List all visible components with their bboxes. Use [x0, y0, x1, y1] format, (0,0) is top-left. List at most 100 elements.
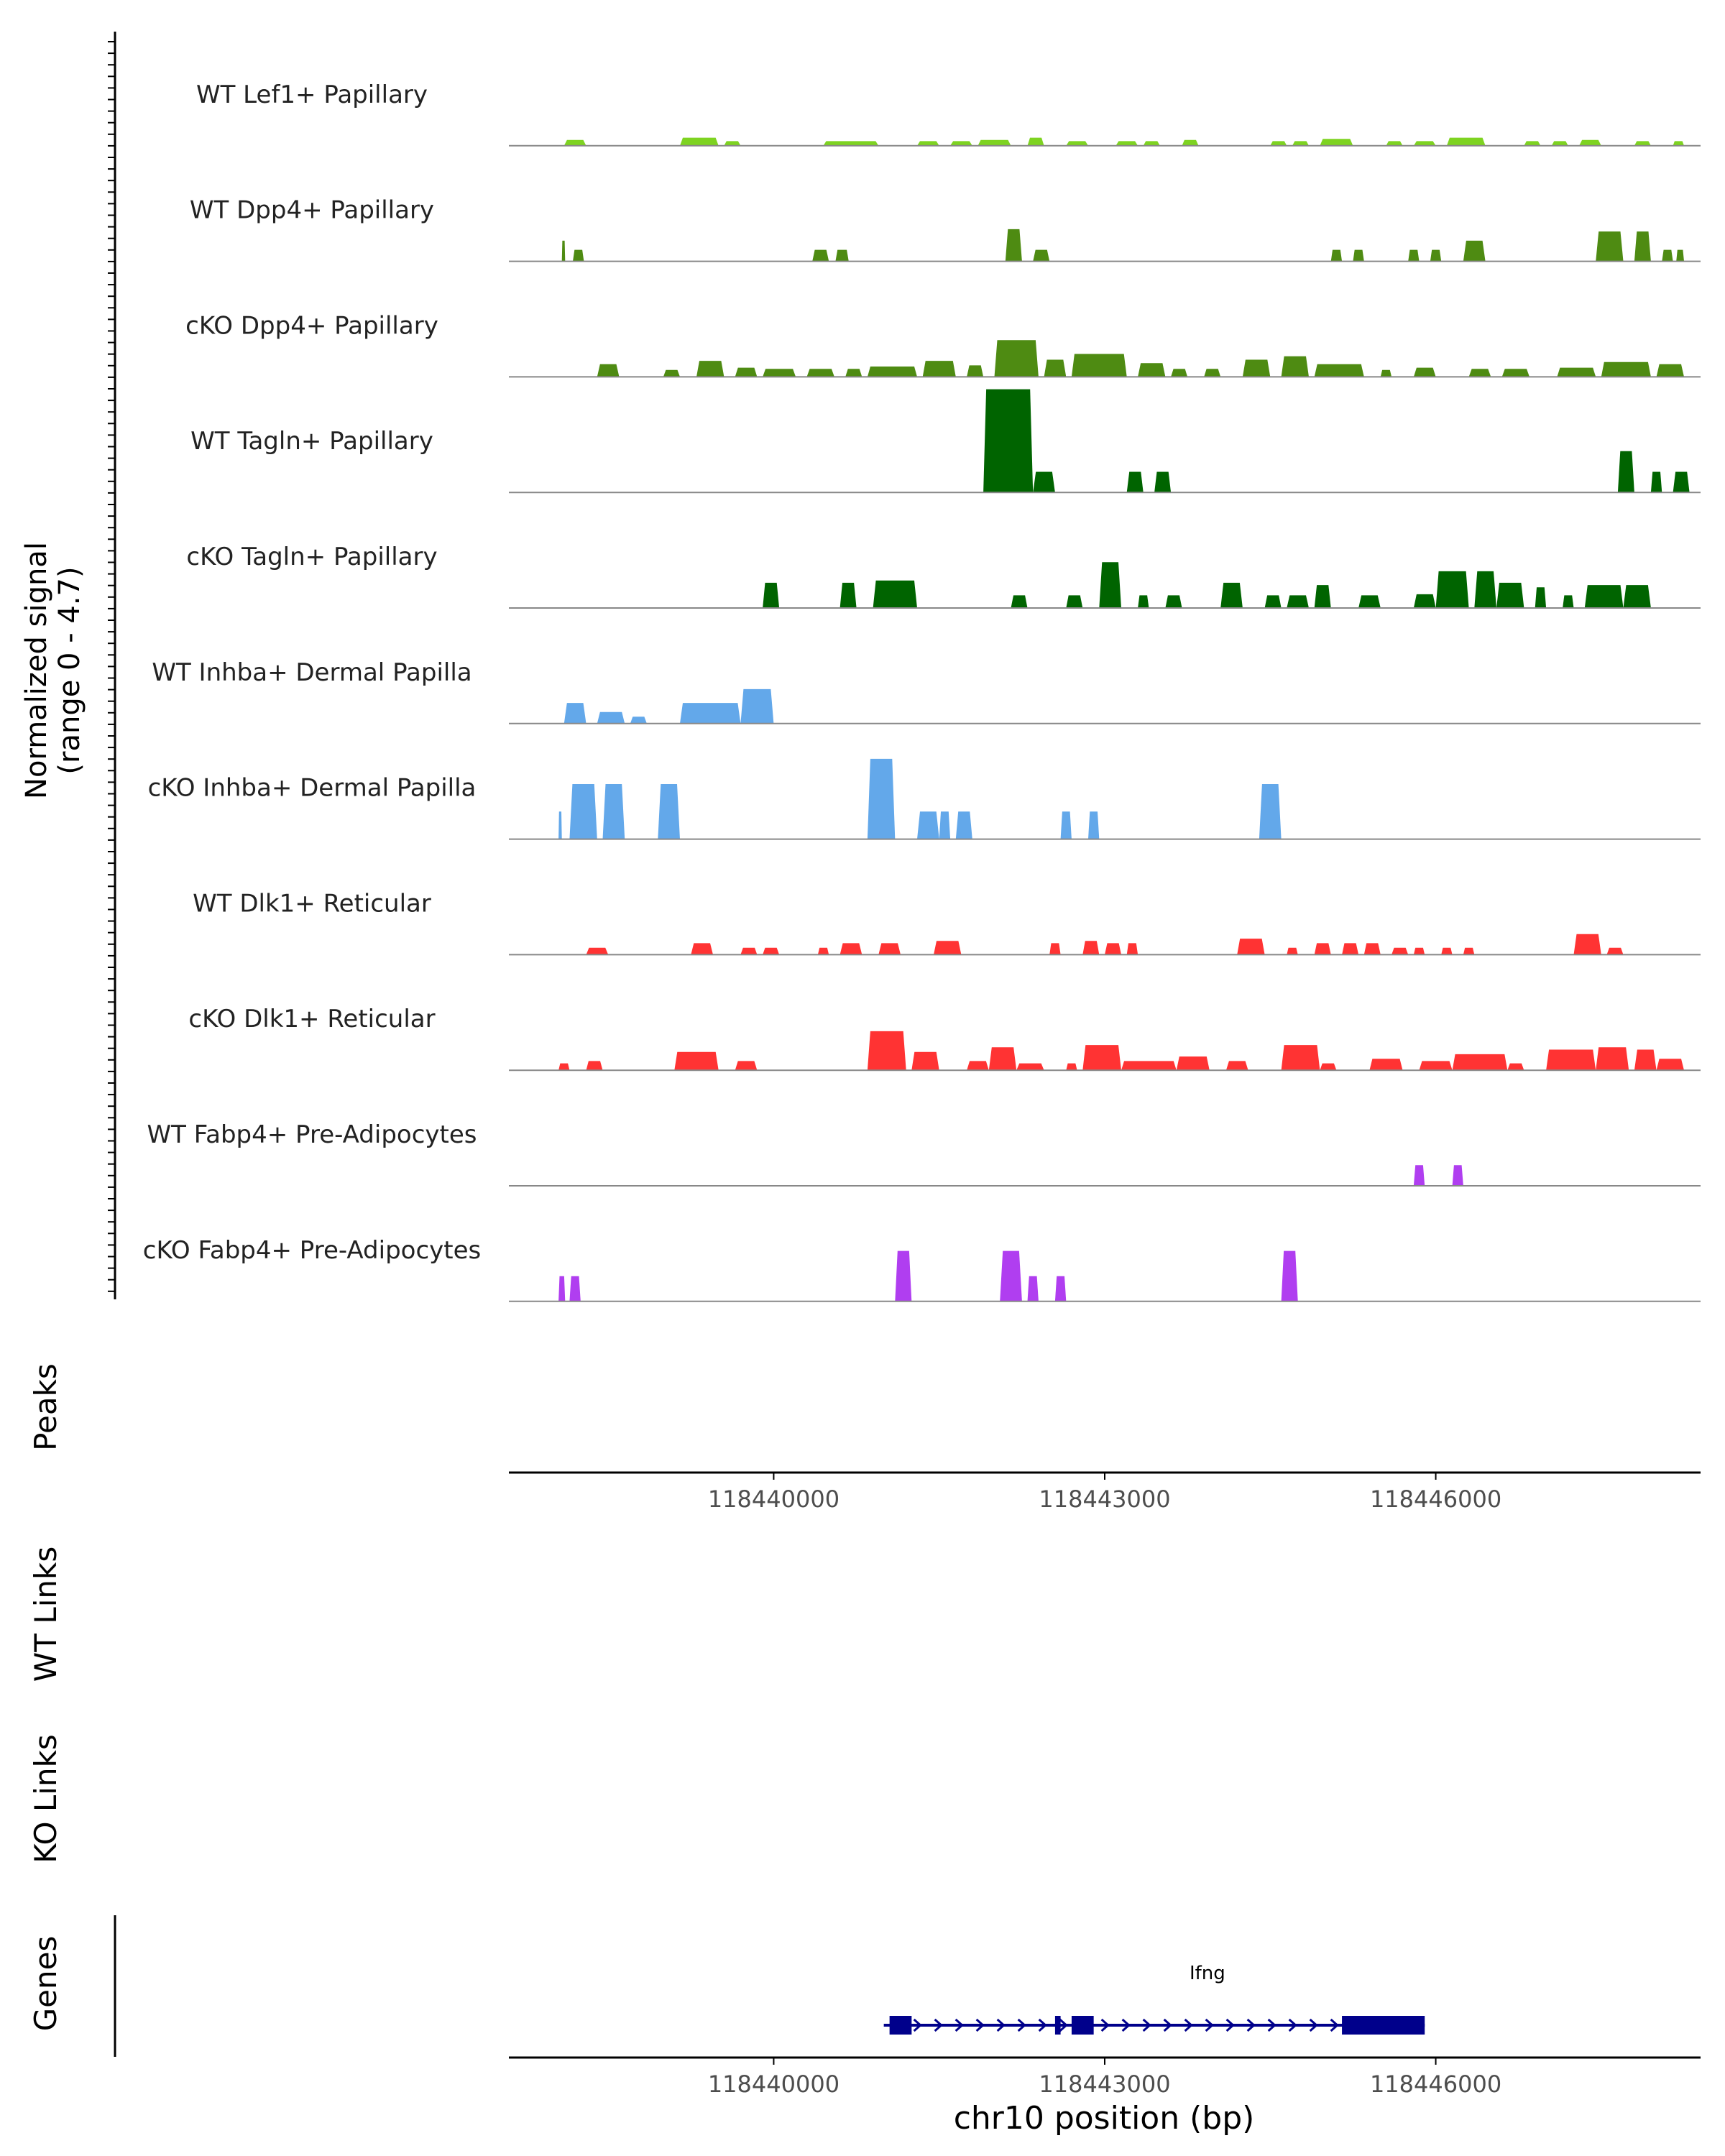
strand-arrow	[934, 2018, 943, 2032]
strand-arrow	[1121, 2018, 1131, 2032]
signal-segment	[1281, 356, 1309, 377]
signal-segment	[1524, 141, 1541, 146]
signal-segment	[1204, 369, 1221, 377]
signal-segment	[1380, 369, 1392, 377]
signal-segment	[1088, 811, 1100, 839]
gene-exon	[1054, 2016, 1061, 2035]
signal-segment	[564, 139, 586, 146]
x-axis-peaks: 118440000 118443000 118446000	[509, 1471, 1701, 1513]
signal-segment	[1392, 947, 1409, 955]
track-label: cKO Dlk1+ Reticular	[188, 1005, 435, 1033]
signal-segment	[1507, 1063, 1524, 1071]
signal-segment	[967, 365, 984, 377]
signal-segment	[597, 364, 620, 377]
signal-segment	[867, 367, 917, 377]
signal-segment	[1441, 947, 1453, 955]
signal-segment	[823, 141, 879, 146]
signal-segment	[967, 1061, 989, 1071]
signal-segment	[873, 580, 917, 608]
x-tick-label: 118443000	[1039, 1485, 1170, 1513]
signal-segment	[1673, 471, 1690, 493]
signal-segment	[1358, 595, 1381, 608]
signal-segment	[1656, 1059, 1684, 1071]
signal-segment	[1606, 947, 1624, 955]
signal-segment	[1676, 249, 1684, 262]
signal-segment	[1116, 141, 1138, 146]
signal-segment	[1408, 249, 1420, 262]
signal-segment	[806, 369, 834, 377]
coverage-y-ticks	[108, 41, 115, 1292]
signal-segment	[1165, 595, 1182, 608]
signal-segment	[955, 811, 972, 839]
signal-segment	[1121, 1061, 1177, 1071]
signal-segment	[817, 947, 829, 955]
signal-segment	[1182, 139, 1199, 146]
signal-segment	[763, 582, 780, 608]
signal-segment	[630, 717, 647, 724]
signal-segment	[691, 943, 713, 955]
track-5: cKO Tagln+ Papillary	[186, 543, 1701, 609]
signal-segment	[1016, 1063, 1044, 1071]
signal-segment	[735, 1061, 758, 1071]
signal-segment	[983, 389, 1034, 493]
signal-segment	[1617, 451, 1634, 493]
signal-segment	[845, 369, 862, 377]
signal-segment	[1634, 141, 1651, 146]
signal-segment	[994, 340, 1039, 377]
signal-segment	[740, 947, 758, 955]
track-8: WT Dlk1+ Reticular	[193, 889, 1701, 956]
signal-segment	[1662, 249, 1673, 262]
signal-segment	[680, 137, 719, 146]
signal-segment	[1573, 934, 1601, 955]
signal-segment	[1126, 943, 1138, 955]
signal-segment	[1066, 1063, 1077, 1071]
track-label: WT Inhba+ Dermal Papilla	[152, 658, 472, 687]
track-1: WT Lef1+ Papillary	[196, 80, 1701, 147]
signal-segment	[1237, 939, 1265, 955]
signal-segment	[763, 369, 796, 377]
signal-segment	[1066, 141, 1088, 146]
signal-segment	[663, 369, 680, 377]
strand-arrow	[996, 2018, 1006, 2032]
strand-arrow	[1205, 2018, 1214, 2032]
signal-segment	[1634, 1049, 1657, 1071]
signal-segment	[978, 139, 1011, 146]
signal-segment	[812, 249, 829, 262]
signal-segment	[558, 811, 562, 839]
signal-segment	[1623, 585, 1651, 608]
signal-segment	[867, 758, 896, 839]
signal-segment	[1314, 585, 1331, 608]
signal-segment	[917, 141, 939, 146]
strand-arrow	[1309, 2018, 1318, 2032]
signal-segment	[1044, 359, 1067, 377]
track-label: WT Tagln+ Papillary	[190, 427, 433, 456]
signal-segment	[1033, 471, 1055, 493]
x-axis-title: chr10 position (bp)	[954, 2100, 1255, 2137]
signal-segment	[658, 784, 680, 839]
signal-segment	[1281, 1045, 1320, 1071]
signal-segment	[561, 240, 566, 262]
x-tick-label: 118446000	[1370, 2070, 1501, 2098]
signal-segment	[867, 1031, 906, 1071]
signal-segment	[1176, 1056, 1210, 1071]
signal-segment	[1584, 585, 1624, 608]
signal-segment	[1463, 240, 1486, 262]
y-axis-title: Normalized signal (range 0 - 4.7)	[20, 542, 86, 799]
signal-segment	[934, 941, 962, 955]
x-tick-label: 118440000	[708, 2070, 840, 2098]
track-4: WT Tagln+ Papillary	[190, 389, 1701, 494]
track-label: WT Dlk1+ Reticular	[193, 889, 431, 918]
strand-arrow	[1184, 2018, 1193, 2032]
signal-segment	[950, 141, 972, 146]
signal-segment	[1071, 354, 1127, 377]
strand-arrow	[1038, 2018, 1047, 2032]
signal-segment	[1446, 137, 1486, 146]
signal-segment	[1601, 361, 1651, 377]
strand-arrow	[1288, 2018, 1297, 2032]
signal-segment	[835, 249, 849, 262]
x-axis-genes: 118440000 118443000 118446000	[509, 2056, 1701, 2098]
gene-exon	[1071, 2016, 1094, 2035]
signal-segment	[1468, 369, 1491, 377]
strand-arrow	[1225, 2018, 1235, 2032]
signal-segment	[922, 361, 956, 377]
